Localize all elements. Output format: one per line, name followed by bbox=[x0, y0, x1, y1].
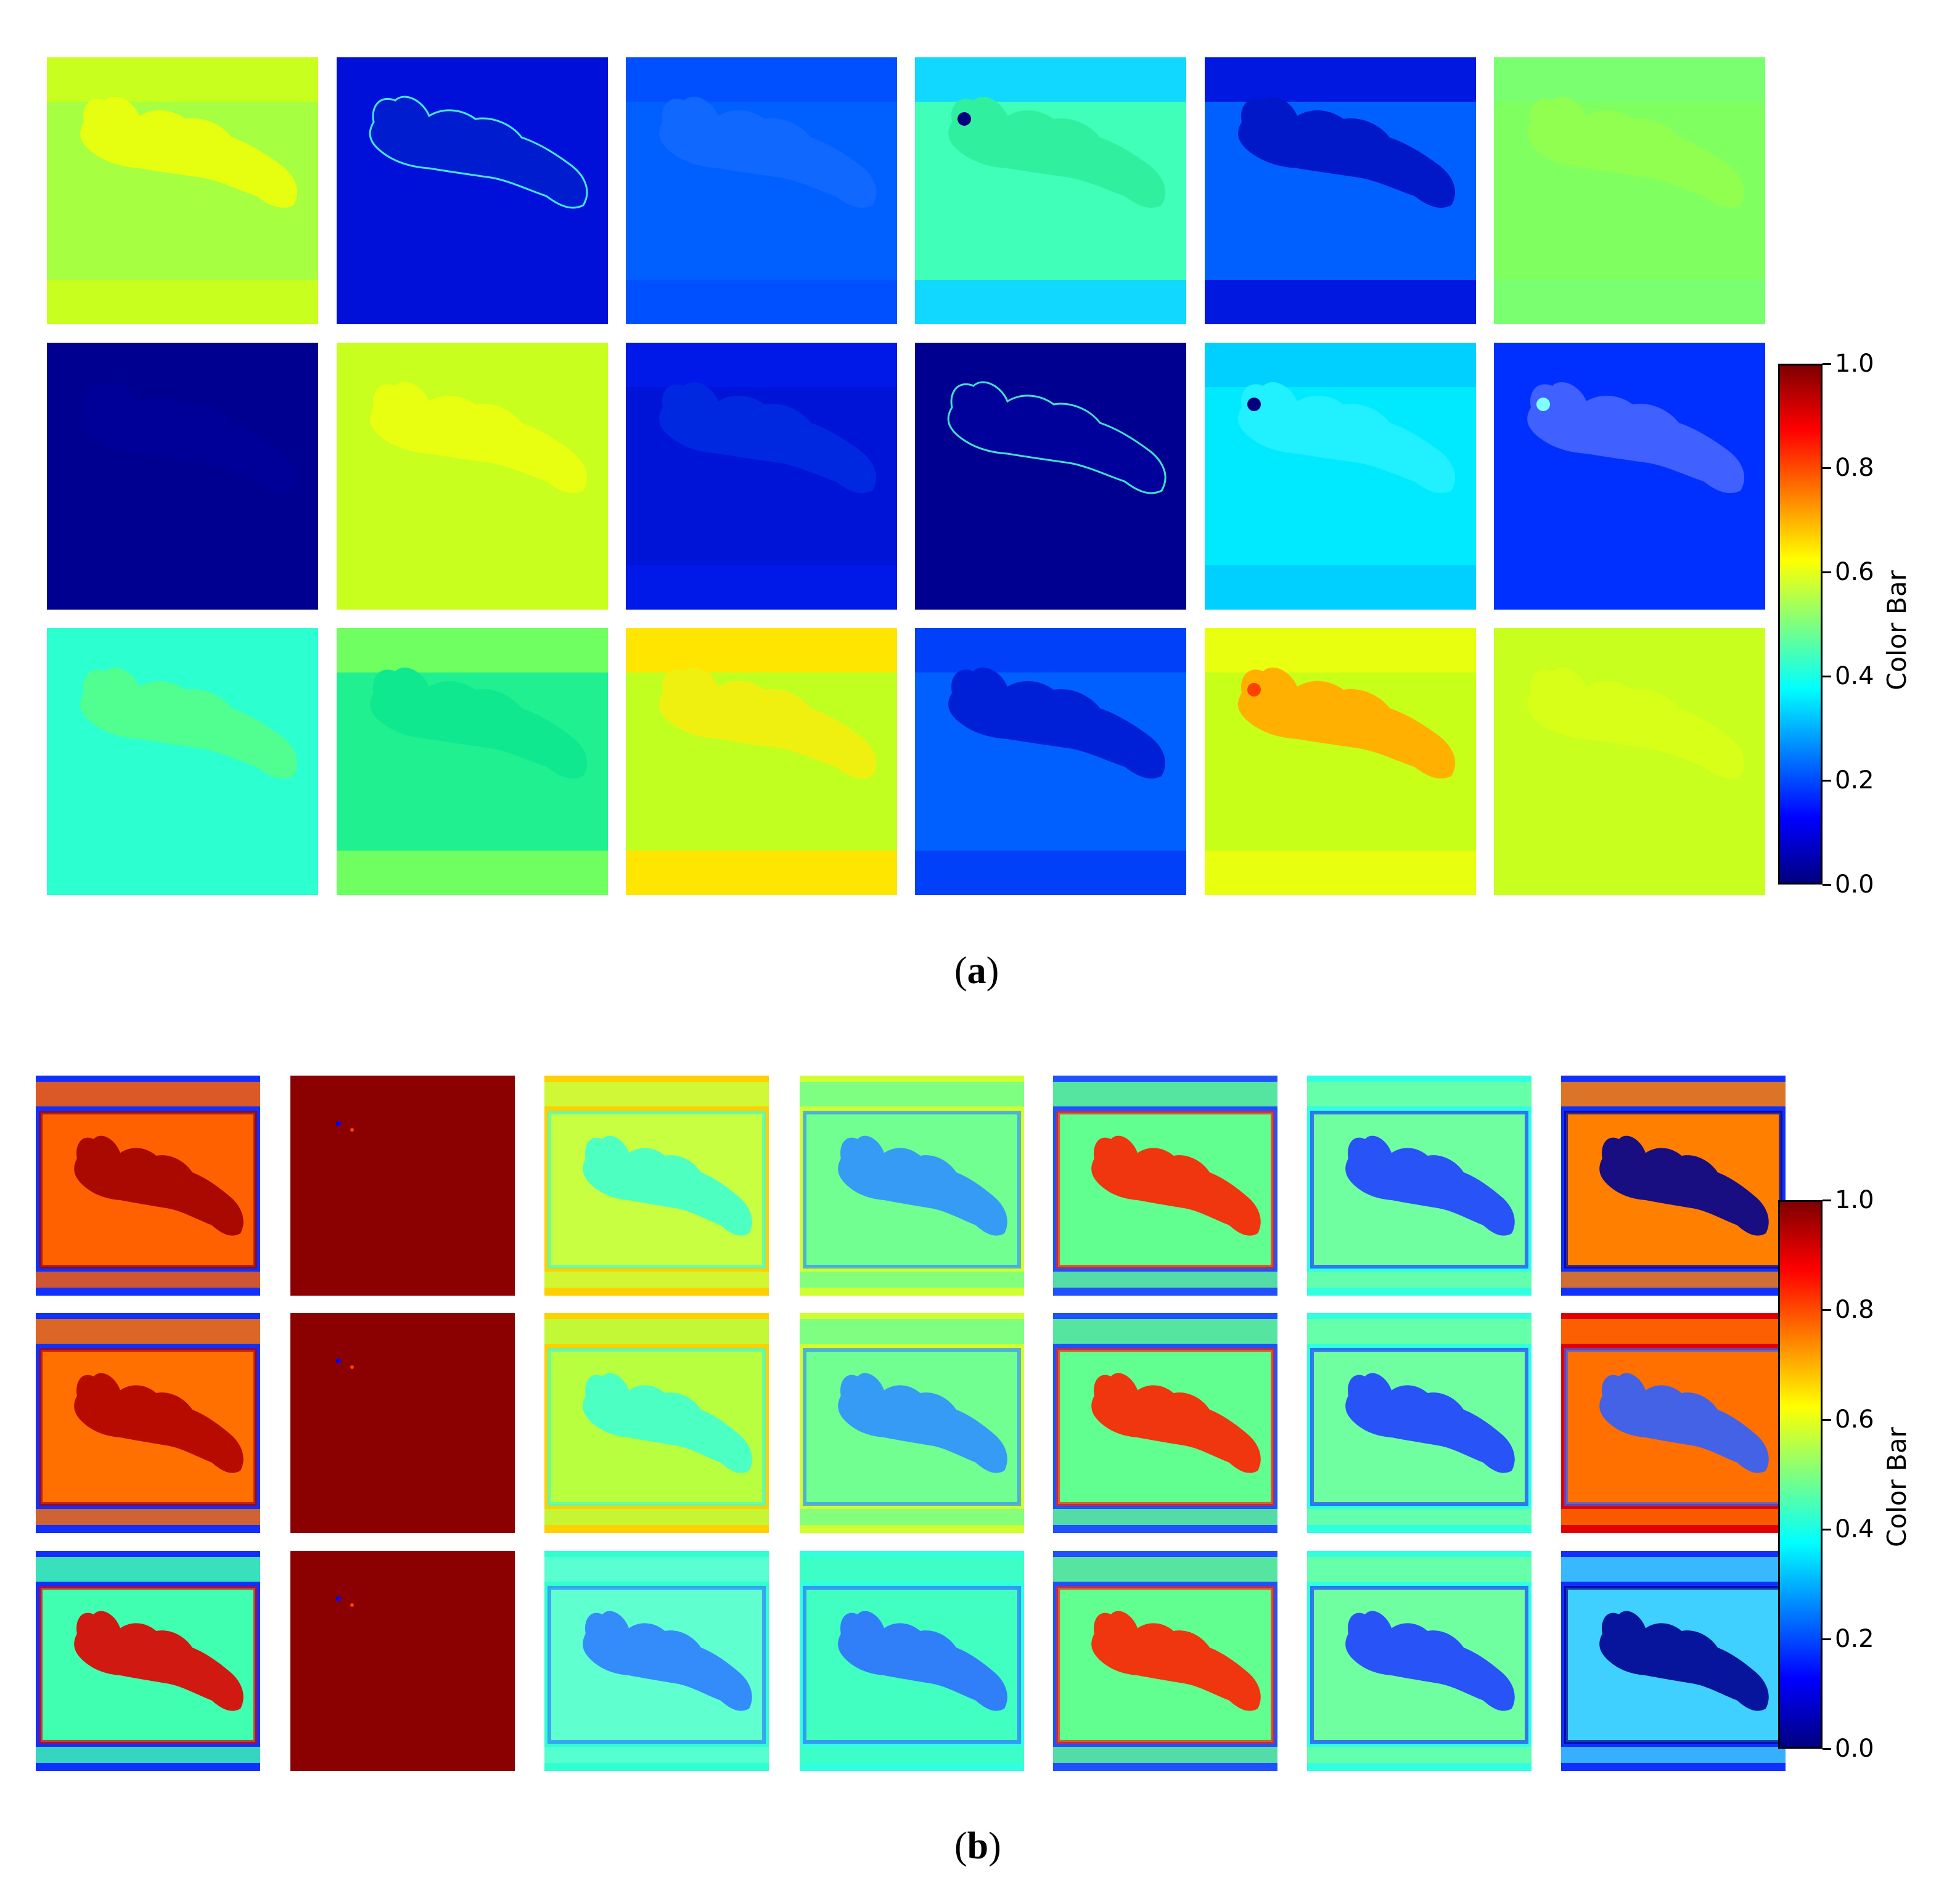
feature-map-b bbox=[36, 1313, 260, 1533]
feature-map-b bbox=[1307, 1076, 1532, 1296]
colorbar-tick-label: 1.0 bbox=[1835, 1186, 1874, 1214]
feature-map-a bbox=[626, 57, 897, 324]
colorbar-tick bbox=[1823, 780, 1831, 782]
feature-map-a bbox=[1494, 57, 1765, 324]
feature-map-b bbox=[290, 1313, 515, 1533]
colorbar-label: Color Bar bbox=[1882, 570, 1912, 690]
colorbar-tick-label: 0.8 bbox=[1835, 1296, 1874, 1324]
colorbar-tick-label: 0.2 bbox=[1835, 766, 1874, 795]
feature-map-b bbox=[1561, 1551, 1786, 1771]
panel-a-caption: (a) bbox=[954, 950, 999, 992]
feature-map-b bbox=[290, 1551, 515, 1771]
feature-map-b bbox=[1561, 1313, 1786, 1533]
feature-map-b bbox=[544, 1076, 769, 1296]
feature-map-b bbox=[544, 1551, 769, 1771]
feature-map-b bbox=[1053, 1313, 1277, 1533]
feature-map-a bbox=[626, 628, 897, 895]
feature-map-b bbox=[1053, 1551, 1277, 1771]
feature-map-a bbox=[1205, 343, 1476, 610]
feature-map-a bbox=[915, 628, 1186, 895]
feature-map-a bbox=[337, 57, 608, 324]
colorbar-gradient bbox=[1778, 1200, 1823, 1749]
feature-map-b bbox=[800, 1551, 1024, 1771]
colorbar-label: Color Bar bbox=[1882, 1427, 1912, 1547]
colorbar-tick-label: 0.6 bbox=[1835, 1405, 1874, 1434]
colorbar-tick bbox=[1823, 571, 1831, 573]
feature-map-b bbox=[290, 1076, 515, 1296]
feature-map-a bbox=[1205, 57, 1476, 324]
feature-map-a bbox=[1494, 343, 1765, 610]
feature-map-a bbox=[337, 343, 608, 610]
feature-map-a bbox=[1494, 628, 1765, 895]
colorbar-tick bbox=[1823, 363, 1831, 365]
colorbar-tick bbox=[1823, 1748, 1831, 1750]
feature-map-b bbox=[36, 1551, 260, 1771]
feature-map-b bbox=[1307, 1551, 1532, 1771]
colorbar-tick bbox=[1823, 1638, 1831, 1640]
panel-b-caption: (b) bbox=[954, 1825, 1001, 1867]
feature-map-b bbox=[1561, 1076, 1786, 1296]
feature-map-a bbox=[915, 57, 1186, 324]
colorbar-tick-label: 0.6 bbox=[1835, 558, 1874, 586]
colorbar-tick-label: 0.0 bbox=[1835, 1735, 1874, 1763]
feature-map-b bbox=[1053, 1076, 1277, 1296]
feature-map-a bbox=[47, 628, 318, 895]
feature-map-b bbox=[800, 1076, 1024, 1296]
feature-map-a bbox=[915, 343, 1186, 610]
feature-map-a bbox=[1205, 628, 1476, 895]
colorbar-tick bbox=[1823, 884, 1831, 886]
feature-map-a bbox=[626, 343, 897, 610]
colorbar-tick-label: 1.0 bbox=[1835, 349, 1874, 378]
colorbar-tick-label: 0.8 bbox=[1835, 454, 1874, 482]
colorbar-tick-label: 0.0 bbox=[1835, 870, 1874, 899]
feature-map-b bbox=[36, 1076, 260, 1296]
feature-map-b bbox=[1307, 1313, 1532, 1533]
colorbar-tick bbox=[1823, 1309, 1831, 1311]
colorbar-tick-label: 0.4 bbox=[1835, 662, 1874, 690]
colorbar-tick bbox=[1823, 676, 1831, 677]
colorbar-tick-label: 0.4 bbox=[1835, 1515, 1874, 1543]
colorbar-tick-label: 0.2 bbox=[1835, 1625, 1874, 1653]
feature-map-a bbox=[47, 343, 318, 610]
feature-map-a bbox=[47, 57, 318, 324]
colorbar-tick bbox=[1823, 1529, 1831, 1530]
feature-map-a bbox=[337, 628, 608, 895]
colorbar-tick bbox=[1823, 1419, 1831, 1421]
colorbar-gradient bbox=[1778, 364, 1823, 885]
colorbar-tick bbox=[1823, 1199, 1831, 1201]
feature-map-b bbox=[800, 1313, 1024, 1533]
colorbar-tick bbox=[1823, 467, 1831, 469]
feature-map-b bbox=[544, 1313, 769, 1533]
